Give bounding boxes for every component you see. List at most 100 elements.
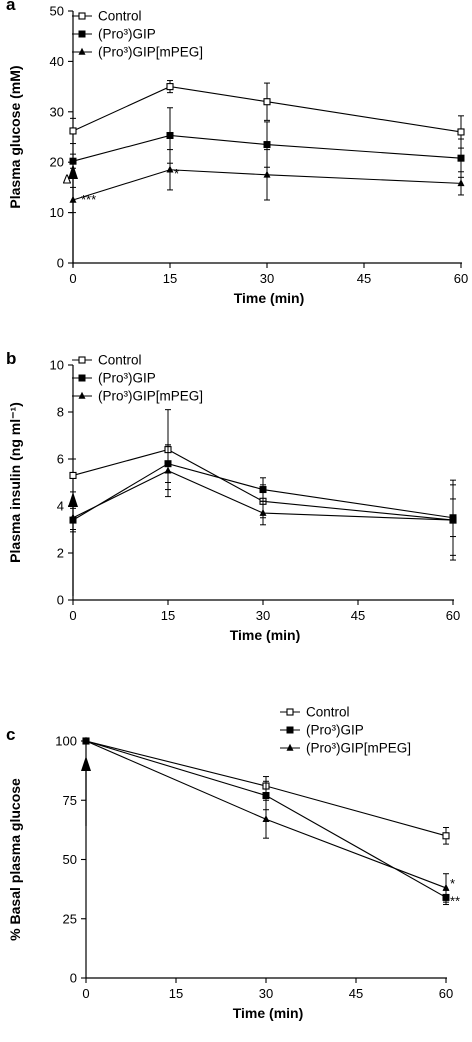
series-line <box>72 470 454 521</box>
y-tick-label: 8 <box>57 405 64 420</box>
x-tick-label: 30 <box>260 271 274 286</box>
legend-label: (Pro³)GIP <box>98 371 156 386</box>
legend: Control (Pro³)GIP (Pro³)GIP[mPEG] <box>280 705 411 756</box>
data-point <box>263 170 271 178</box>
series-2 <box>69 149 465 214</box>
data-point <box>263 98 271 106</box>
significance-annotation: Δ <box>63 171 72 186</box>
x-tick-label: 45 <box>349 986 363 1001</box>
y-tick-label: 0 <box>57 256 64 271</box>
x-axis-title: Time (min) <box>233 1005 304 1021</box>
x-tick-label: 60 <box>439 986 453 1001</box>
data-point <box>166 83 174 91</box>
y-tick-label: 30 <box>50 104 64 119</box>
legend-marker <box>78 356 86 364</box>
significance-annotation: *** <box>81 192 96 207</box>
data-point <box>457 154 465 162</box>
series-0 <box>69 80 465 149</box>
series-1 <box>69 107 465 178</box>
series-line <box>72 169 462 201</box>
y-tick-label: 2 <box>57 546 64 561</box>
legend-marker <box>78 47 86 55</box>
x-tick-label: 15 <box>169 986 183 1001</box>
legend-marker <box>286 743 294 751</box>
data-point <box>69 127 77 135</box>
panel-letter: b <box>6 349 16 368</box>
series-line <box>72 449 454 521</box>
series-line <box>72 463 454 521</box>
data-point <box>69 157 77 165</box>
y-tick-label: 25 <box>63 911 77 926</box>
legend-label: Control <box>306 705 350 720</box>
y-tick-label: 20 <box>50 155 64 170</box>
y-tick-label: 40 <box>50 54 64 69</box>
y-tick-label: 75 <box>63 793 77 808</box>
x-tick-label: 0 <box>82 986 89 1001</box>
panel-letter: c <box>6 725 15 744</box>
x-tick-label: 60 <box>446 608 460 623</box>
injection-arrow-head <box>81 756 91 771</box>
data-point <box>262 792 270 800</box>
data-point <box>69 513 77 521</box>
legend-label: (Pro³)GIP[mPEG] <box>98 45 203 60</box>
data-point <box>166 131 174 139</box>
series-2 <box>82 736 450 903</box>
significance-annotation: * <box>450 876 455 891</box>
data-point <box>449 515 457 523</box>
significance-annotation: ** <box>450 893 460 908</box>
y-tick-label: 50 <box>63 852 77 867</box>
panel-b: b 0 2 4 6 8 10 0 15 30 45 60 Time (min) Plasma insuli… <box>6 349 460 643</box>
x-tick-label: 45 <box>351 608 365 623</box>
legend-marker <box>286 726 294 734</box>
data-point <box>69 195 77 203</box>
y-axis-title: Plasma glucose (mM) <box>7 65 23 208</box>
data-point <box>457 179 465 187</box>
legend: Control (Pro³)GIP (Pro³)GIP[mPEG] <box>72 353 203 404</box>
data-point <box>442 832 450 840</box>
legend-label: Control <box>98 9 142 24</box>
legend-marker <box>78 30 86 38</box>
x-axis-title: Time (min) <box>234 290 305 306</box>
injection-arrow-head <box>68 492 78 507</box>
x-tick-label: 15 <box>163 271 177 286</box>
panel-c: c 0 25 50 75 100 0 15 30 45 60 Time (min) % Basal pl… <box>6 705 460 1022</box>
x-tick-label: 15 <box>161 608 175 623</box>
data-point <box>166 165 174 173</box>
y-tick-label: 50 <box>50 4 64 19</box>
data-point <box>69 471 77 480</box>
legend-label: (Pro³)GIP <box>98 27 156 42</box>
x-tick-label: 0 <box>69 271 76 286</box>
legend: Control (Pro³)GIP (Pro³)GIP[mPEG] <box>72 9 203 60</box>
data-point <box>442 883 450 891</box>
legend-marker <box>286 708 294 716</box>
y-tick-label: 4 <box>57 499 64 514</box>
panel-a: a 0 10 20 30 40 50 0 15 30 45 60 Time (min) Plasma gl… <box>6 0 468 306</box>
legend-label: (Pro³)GIP <box>306 723 364 738</box>
y-tick-label: 0 <box>57 593 64 608</box>
legend-marker <box>78 391 86 399</box>
data-point <box>263 141 271 149</box>
x-tick-label: 45 <box>357 271 371 286</box>
series-line <box>72 86 462 133</box>
significance-annotation: * <box>174 166 179 181</box>
y-tick-label: 0 <box>70 971 77 986</box>
data-point <box>259 486 267 494</box>
panel-letter: a <box>6 0 16 14</box>
data-point <box>262 815 270 823</box>
y-tick-label: 100 <box>55 734 77 749</box>
data-point <box>164 466 172 474</box>
series-line <box>72 134 462 162</box>
legend-label: (Pro³)GIP[mPEG] <box>306 741 411 756</box>
x-tick-label: 0 <box>69 608 76 623</box>
x-tick-label: 30 <box>259 986 273 1001</box>
y-axis-title: Plasma insulin (ng ml⁻¹) <box>7 402 23 563</box>
legend-marker <box>78 12 86 20</box>
y-tick-label: 6 <box>57 452 64 467</box>
legend-label: Control <box>98 353 142 368</box>
x-axis-title: Time (min) <box>230 627 301 643</box>
data-point <box>82 736 90 744</box>
legend-label: (Pro³)GIP[mPEG] <box>98 389 203 404</box>
x-tick-label: 30 <box>256 608 270 623</box>
series-2 <box>69 444 457 556</box>
